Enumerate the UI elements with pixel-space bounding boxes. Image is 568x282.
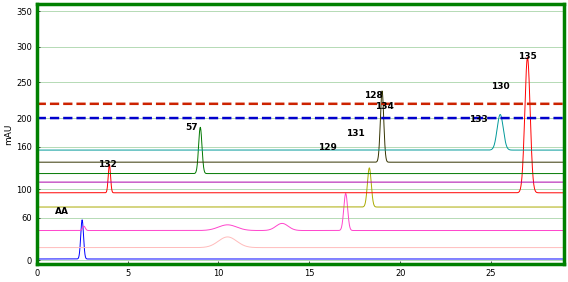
Text: 130: 130 (491, 82, 509, 91)
Text: 131: 131 (346, 129, 365, 138)
Text: 133: 133 (469, 115, 488, 124)
Text: AA: AA (55, 207, 69, 216)
Text: 129: 129 (319, 143, 337, 152)
Text: 135: 135 (519, 52, 537, 61)
Text: 134: 134 (375, 102, 394, 111)
Text: 57: 57 (186, 123, 198, 132)
Y-axis label: mAU: mAU (4, 124, 13, 145)
Text: 132: 132 (98, 160, 117, 169)
Text: 128: 128 (364, 91, 383, 100)
